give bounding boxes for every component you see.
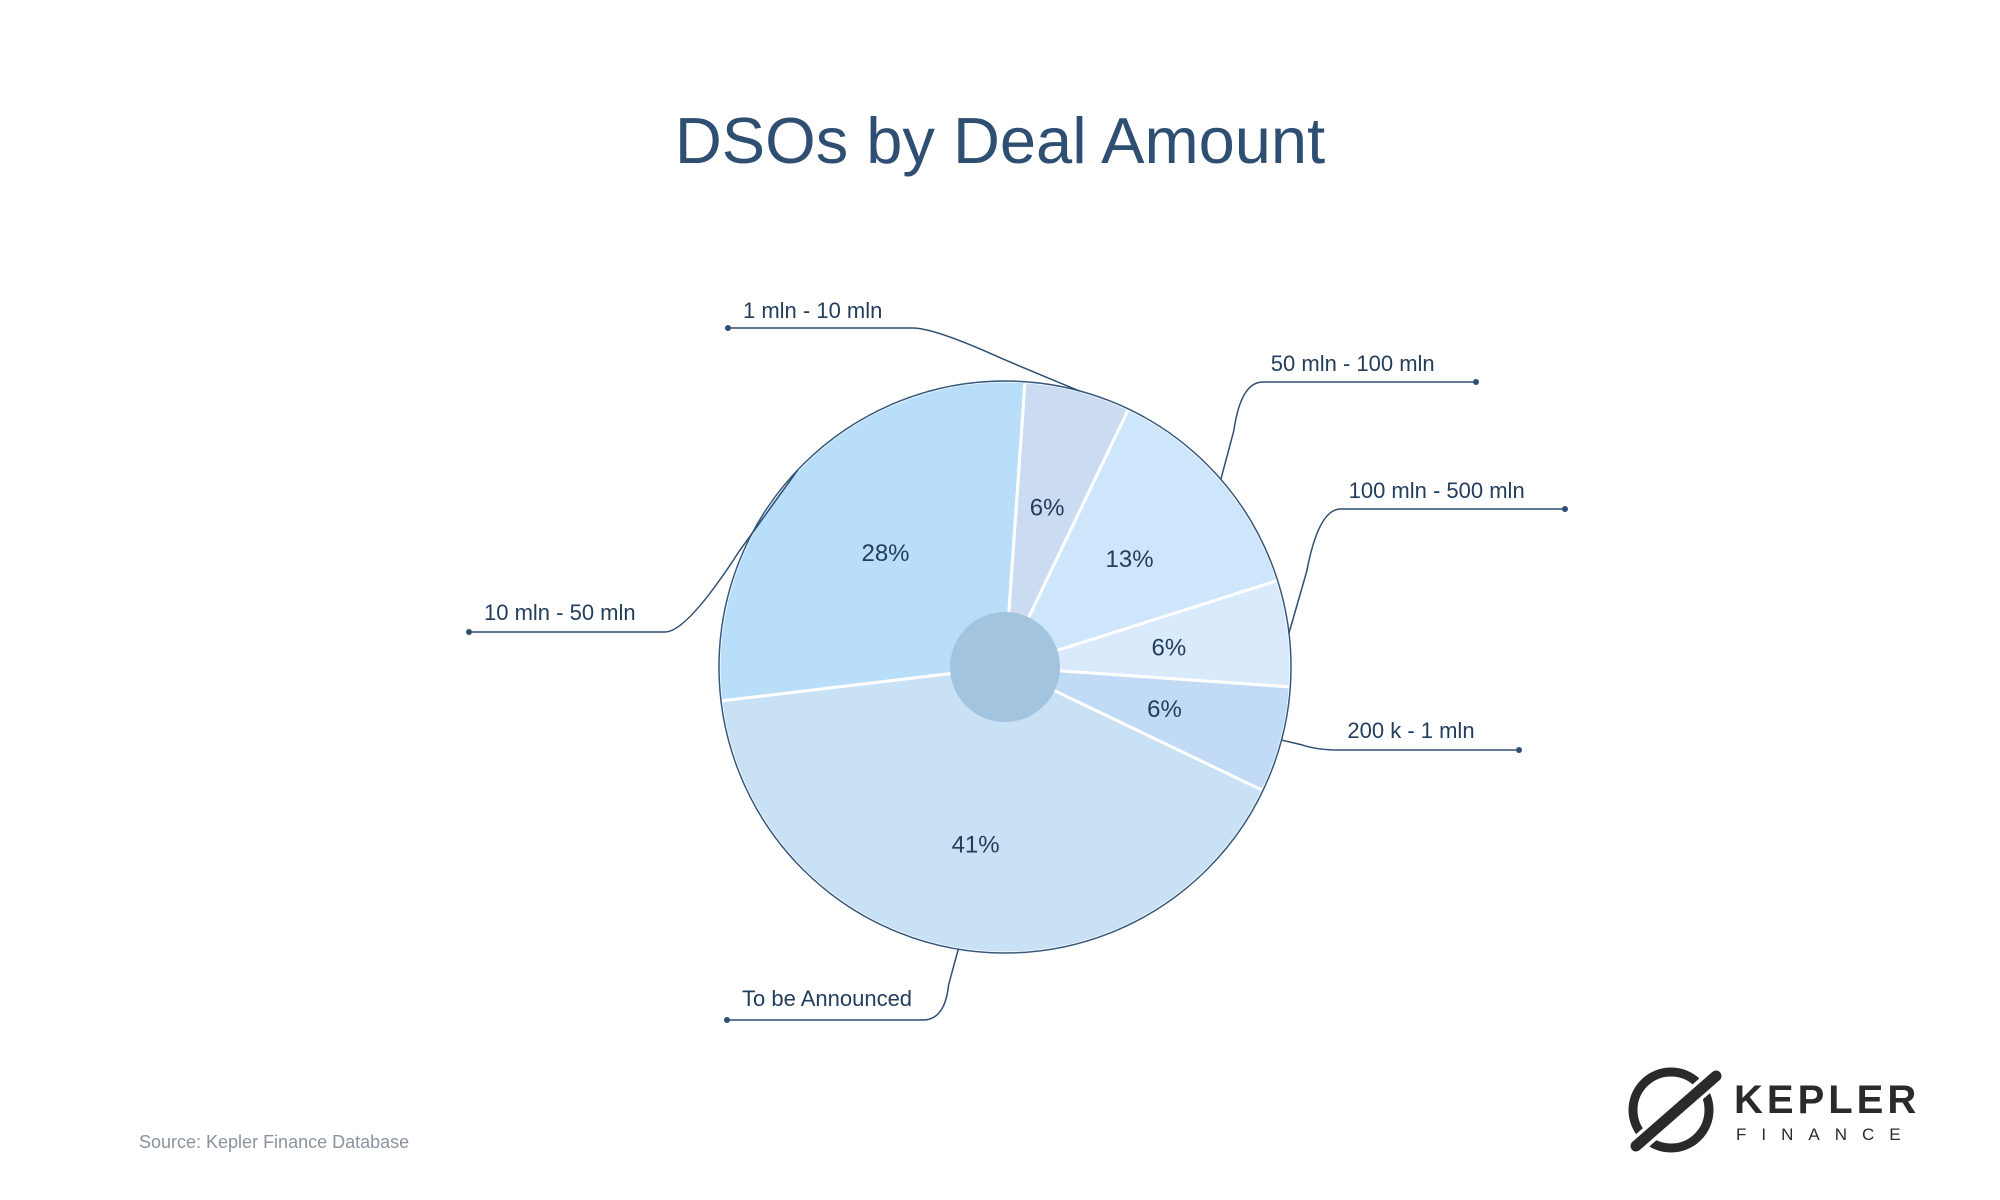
leader-line-dot — [725, 325, 731, 331]
kepler-logo-icon — [1626, 1065, 1726, 1156]
slice-value-labels: 6% 13% 6% 6% 41% 28% — [861, 494, 1186, 858]
category-labels: 1 mln - 10 mln 50 mln - 100 mln 100 mln - … — [466, 298, 1568, 1023]
leader-line — [469, 469, 799, 633]
category-label: 1 mln - 10 mln — [743, 298, 882, 323]
category-label: 200 k - 1 mln — [1347, 718, 1474, 743]
leader-line — [728, 327, 1079, 392]
leader-line — [1288, 508, 1565, 634]
category-label: 100 mln - 500 mln — [1349, 478, 1525, 503]
category-label: To be Announced — [742, 986, 912, 1011]
leader-line-dot — [1516, 747, 1522, 753]
leader-line — [1281, 739, 1519, 751]
logo-wordmark-kepler: KEPLER — [1734, 1078, 1921, 1122]
source-note: Source: Kepler Finance Database — [139, 1132, 410, 1152]
logo-wordmark-finance: FINANCE — [1736, 1125, 1916, 1144]
category-label: 10 mln - 50 mln — [484, 600, 636, 625]
pie-center-hole — [950, 612, 1060, 722]
chart-title: DSOs by Deal Amount — [674, 104, 1326, 177]
pie-slices — [717, 379, 1293, 955]
slice-value-label: 6% — [1151, 634, 1186, 661]
category-label: 50 mln - 100 mln — [1271, 351, 1435, 376]
leader-line — [727, 948, 960, 1021]
slice-value-label: 28% — [861, 540, 909, 567]
leader-line — [1220, 381, 1476, 480]
kepler-finance-logo: KEPLER FINANCE — [1626, 1062, 1916, 1156]
slice-value-label: 13% — [1106, 546, 1154, 573]
slice-value-label: 6% — [1147, 696, 1182, 723]
leader-line-dot — [466, 629, 472, 635]
pie-outline — [718, 380, 1292, 954]
slice-value-label: 41% — [952, 832, 1000, 859]
leader-line-dot — [1562, 506, 1568, 512]
leader-line-dot — [1473, 379, 1479, 385]
slice-value-label: 6% — [1030, 494, 1065, 521]
leader-line-dot — [724, 1017, 730, 1023]
